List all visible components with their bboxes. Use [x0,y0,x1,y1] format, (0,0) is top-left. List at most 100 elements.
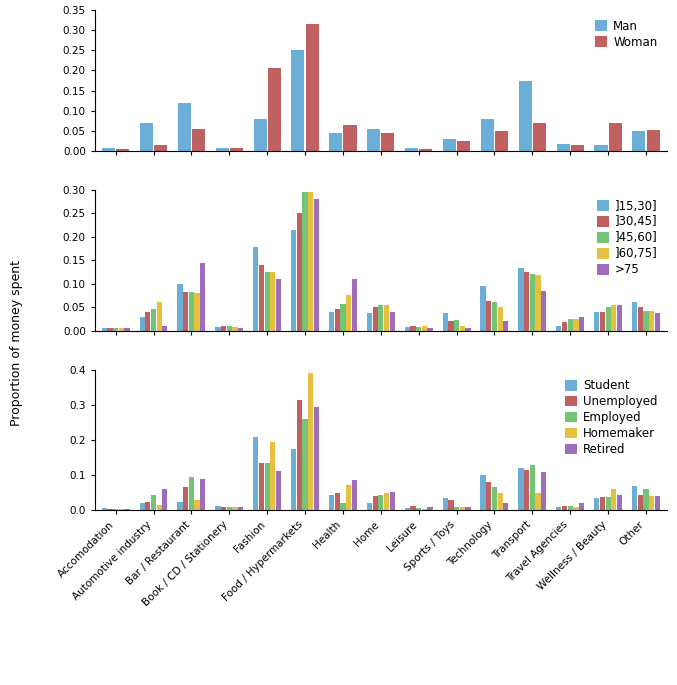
Bar [108,508,112,510]
Bar [611,489,617,510]
Bar [567,319,573,331]
Bar [611,305,617,331]
Bar [647,130,659,151]
Bar [457,140,471,151]
Bar [297,214,302,331]
Bar [189,292,194,331]
Bar [405,147,418,151]
Bar [519,468,523,510]
Bar [422,508,427,510]
Bar [125,328,129,331]
Bar [594,145,607,151]
Bar [125,508,129,510]
Bar [308,192,313,331]
Bar [154,145,167,151]
Bar [384,305,389,331]
Bar [346,295,351,331]
Bar [232,507,238,510]
Text: Proportion of money spent: Proportion of money spent [10,260,24,425]
Bar [265,272,269,331]
Bar [556,144,569,151]
Bar [305,25,319,151]
Bar [314,407,319,510]
Bar [567,506,573,510]
Bar [573,319,579,331]
Bar [259,463,264,510]
Bar [562,506,567,510]
Bar [276,279,281,331]
Bar [503,321,508,331]
Bar [139,317,145,331]
Bar [334,310,340,331]
Bar [151,495,156,510]
Bar [443,498,447,510]
Bar [481,475,485,510]
Bar [230,147,243,151]
Bar [649,311,654,331]
Bar [297,400,302,510]
Bar [367,129,380,151]
Bar [600,312,605,331]
Bar [139,503,145,510]
Bar [454,320,459,331]
Bar [372,496,378,510]
Legend: Man, Woman: Man, Woman [592,16,661,52]
Bar [145,501,150,510]
Bar [643,489,649,510]
Bar [443,138,456,151]
Bar [162,326,167,331]
Bar [108,328,112,331]
Bar [389,312,395,331]
Bar [267,68,281,151]
Bar [536,493,541,510]
Bar [541,290,546,331]
Bar [536,275,541,331]
Bar [265,463,269,510]
Bar [378,495,383,510]
Bar [571,145,584,151]
Bar [422,326,427,331]
Bar [410,326,416,331]
Bar [343,125,357,151]
Bar [270,442,276,510]
Bar [655,496,660,510]
Bar [102,147,115,151]
Bar [194,293,200,331]
Bar [156,505,162,510]
Bar [192,129,205,151]
Bar [351,279,357,331]
Bar [454,507,459,510]
Bar [367,503,372,510]
Bar [579,317,584,331]
Bar [329,495,334,510]
Bar [529,275,535,331]
Bar [329,133,343,151]
Bar [194,500,200,510]
Bar [291,51,305,151]
Bar [232,327,238,331]
Bar [492,303,497,331]
Bar [378,305,383,331]
Bar [416,327,421,331]
Bar [573,507,579,510]
Bar [291,449,297,510]
Bar [481,119,494,151]
Bar [303,419,307,510]
Bar [594,312,599,331]
Bar [227,326,232,331]
Bar [329,312,334,331]
Bar [215,327,221,331]
Bar [178,103,191,151]
Bar [227,507,232,510]
Bar [140,123,153,151]
Bar [221,507,226,510]
Bar [156,303,162,331]
Bar [102,508,107,510]
Bar [617,305,622,331]
Bar [116,149,129,151]
Bar [303,192,307,331]
Bar [460,507,465,510]
Bar [460,326,465,331]
Bar [367,313,372,331]
Bar [562,322,567,331]
